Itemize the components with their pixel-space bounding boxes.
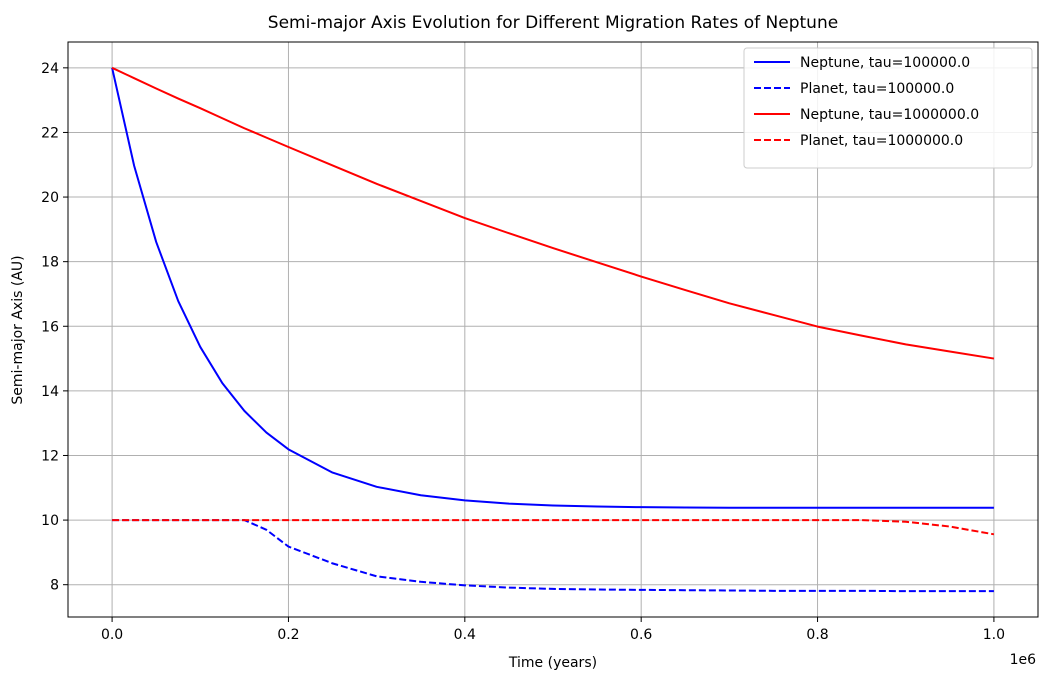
chart-title: Semi-major Axis Evolution for Different … [268,13,838,33]
y-tick-label: 10 [41,513,59,529]
y-tick-label: 22 [41,125,59,141]
y-tick-label: 14 [41,384,59,400]
x-tick-label: 0.2 [277,627,299,643]
y-tick-label: 24 [41,61,59,77]
x-tick-label: 0.0 [101,627,123,643]
x-tick-label: 0.6 [630,627,652,643]
series-line-4 [112,519,995,536]
y-tick-label: 12 [41,448,59,464]
x-tick-label: 1.0 [983,627,1005,643]
x-axis-label: Time (years) [508,655,597,671]
legend-box [743,47,1033,169]
y-tick-label: 18 [41,255,59,271]
y-axis: 8 10 12 14 16 18 20 22 24 [41,61,68,594]
legend-label: Neptune, tau=1000000.0 [800,107,979,123]
plot-frame [67,41,1039,618]
series-line-2 [112,519,994,593]
series-line-3 [111,66,995,360]
legend: Neptune, tau=100000.0 Planet, tau=100000.… [743,47,1033,169]
series-line-1 [111,67,994,509]
legend-label: Planet, tau=1000000.0 [800,133,963,149]
x-tick-label: 0.8 [806,627,828,643]
series-layer [111,66,995,593]
legend-label: Planet, tau=100000.0 [800,81,954,97]
y-tick-label: 20 [41,190,59,206]
y-tick-label: 8 [50,578,59,594]
legend-label: Neptune, tau=100000.0 [800,55,970,71]
x-tick-label: 0.4 [454,627,476,643]
y-axis-label: Semi-major Axis (AU) [10,255,26,404]
x-axis: 0.0 0.2 0.4 0.6 0.8 1.0 [101,617,1005,643]
y-tick-label: 16 [41,319,59,335]
x-axis-offset-label: 1e6 [1010,652,1037,668]
